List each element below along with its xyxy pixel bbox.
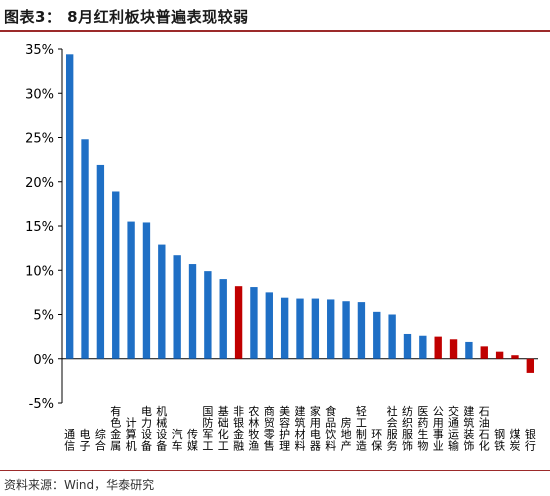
- bar-30: [511, 355, 519, 359]
- x-tick-label: 社会服务: [387, 404, 398, 453]
- y-tick-label: 0%: [33, 353, 54, 368]
- bar-12: [234, 286, 243, 359]
- x-tick-label: 纺织服饰: [402, 404, 413, 453]
- bar-8: [173, 255, 181, 359]
- x-tick-label: 医药生物: [417, 405, 428, 453]
- x-tick-label: 轻工制造: [356, 404, 367, 453]
- bar-7: [158, 244, 166, 359]
- y-tick-label: 25%: [25, 132, 54, 147]
- header-rule: [0, 30, 550, 32]
- x-tick-label: 计算机: [126, 417, 137, 453]
- bar-23: [403, 333, 412, 359]
- bar-9: [188, 264, 197, 359]
- y-tick-label: 35%: [25, 43, 54, 58]
- x-tick-label: 家用电器: [310, 404, 321, 453]
- y-tick-label: 5%: [33, 309, 54, 324]
- bar-15: [280, 297, 289, 359]
- bar-16: [296, 298, 304, 359]
- bar-10: [204, 271, 212, 359]
- bar-21: [373, 311, 381, 359]
- bar-19: [342, 301, 350, 359]
- x-tick-label: 商贸零售: [264, 404, 275, 453]
- x-tick-label: 钢铁: [494, 428, 505, 453]
- x-tick-label: 基础化工: [218, 405, 229, 453]
- x-tick-label: 建筑装饰: [463, 404, 474, 453]
- x-tick-label: 电子: [80, 428, 91, 453]
- x-tick-label: 环保: [371, 428, 382, 453]
- source-note: 资料来源：Wind，华泰研究: [4, 478, 155, 492]
- x-tick-label: 美容护理: [279, 405, 290, 453]
- bar-18: [327, 299, 335, 359]
- x-tick-label: 煤炭: [509, 428, 520, 453]
- bar-24: [419, 335, 427, 359]
- x-tick-label: 交通运输: [448, 404, 459, 453]
- bar-14: [265, 292, 273, 359]
- bar-2: [81, 139, 89, 359]
- bar-1: [65, 54, 74, 359]
- x-tick-label: 食品饮料: [325, 404, 336, 453]
- bar-3: [96, 164, 105, 359]
- x-tick-label: 机械设备: [156, 404, 167, 453]
- bar-17: [311, 298, 320, 359]
- footer-rule: [0, 470, 550, 471]
- bar-chart: -5% 0% 5% 10% 15% 20% 25% 30% 35% 通信电子综合有色金属计算机电力…: [25, 43, 538, 453]
- y-tick-label: -5%: [29, 397, 54, 412]
- bar-26: [449, 339, 458, 359]
- y-tick-label: 20%: [25, 176, 54, 191]
- bar-28: [480, 346, 488, 359]
- x-tick-label: 国防军工: [202, 405, 213, 453]
- x-tick-label: 农林牧渔: [248, 404, 259, 453]
- x-tick-label: 非银金融: [233, 405, 244, 453]
- bar-5: [127, 221, 135, 359]
- x-tick-label: 通信: [64, 428, 75, 453]
- x-tick-label: 电力设备: [141, 405, 152, 453]
- x-tick-label: 石油石化: [479, 405, 490, 453]
- bar-25: [434, 336, 442, 359]
- x-tick-label: 汽车: [172, 427, 183, 453]
- bar-11: [219, 279, 227, 359]
- bar-20: [357, 302, 366, 359]
- y-tick-label: 30%: [25, 87, 54, 102]
- x-tick-label: 银行: [525, 427, 536, 453]
- x-tick-label: 公用事业: [433, 405, 444, 453]
- bar-31: [526, 358, 535, 373]
- bar-22: [388, 314, 396, 359]
- bar-27: [465, 341, 473, 359]
- x-tick-label: 有色金属: [110, 404, 121, 453]
- y-tick-label: 15%: [25, 220, 54, 235]
- page-title: 图表3： 8月红利板块普遍表现较弱: [4, 8, 249, 26]
- bar-29: [495, 351, 504, 359]
- x-tick-label: 传媒: [187, 428, 198, 453]
- x-tick-label: 房地产: [341, 417, 352, 453]
- bar-4: [112, 191, 120, 359]
- y-tick-label: 10%: [25, 264, 54, 279]
- bar-6: [142, 222, 151, 359]
- bar-13: [250, 287, 258, 359]
- x-tick-label: 建筑材料: [295, 404, 306, 453]
- x-tick-label: 综合: [95, 427, 106, 453]
